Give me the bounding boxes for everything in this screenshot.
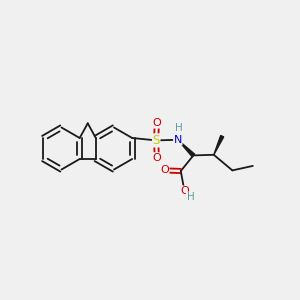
Text: S: S — [152, 134, 160, 147]
Text: H: H — [187, 192, 194, 202]
Text: N: N — [174, 135, 182, 145]
Text: O: O — [152, 118, 161, 128]
Text: O: O — [152, 153, 161, 163]
Text: O: O — [160, 165, 169, 176]
Text: O: O — [181, 186, 189, 196]
Polygon shape — [178, 140, 195, 157]
Text: H: H — [176, 123, 183, 134]
Polygon shape — [214, 136, 224, 155]
